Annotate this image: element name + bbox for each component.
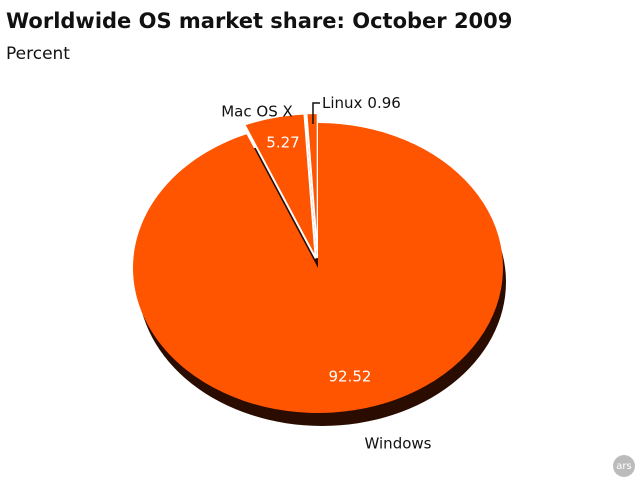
leader-line bbox=[312, 102, 320, 124]
category-label: Windows bbox=[365, 435, 432, 453]
pie-slice bbox=[133, 123, 504, 413]
watermark-badge bbox=[613, 455, 635, 477]
value-label: 0.96 bbox=[367, 94, 400, 112]
watermark: ars bbox=[616, 461, 631, 472]
category-label: Mac OS X bbox=[221, 103, 293, 121]
pie-slice bbox=[305, 112, 319, 259]
value-label: 92.52 bbox=[329, 368, 372, 386]
chart-title: Worldwide OS market share: October 2009 bbox=[6, 9, 512, 33]
linux-label: Linux 0.96 bbox=[322, 94, 401, 112]
value-label: 5.27 bbox=[266, 134, 299, 152]
pie bbox=[133, 112, 504, 413]
chart-subtitle: Percent bbox=[6, 44, 70, 64]
pie-slice bbox=[242, 112, 317, 259]
category-label: Linux bbox=[322, 94, 363, 112]
